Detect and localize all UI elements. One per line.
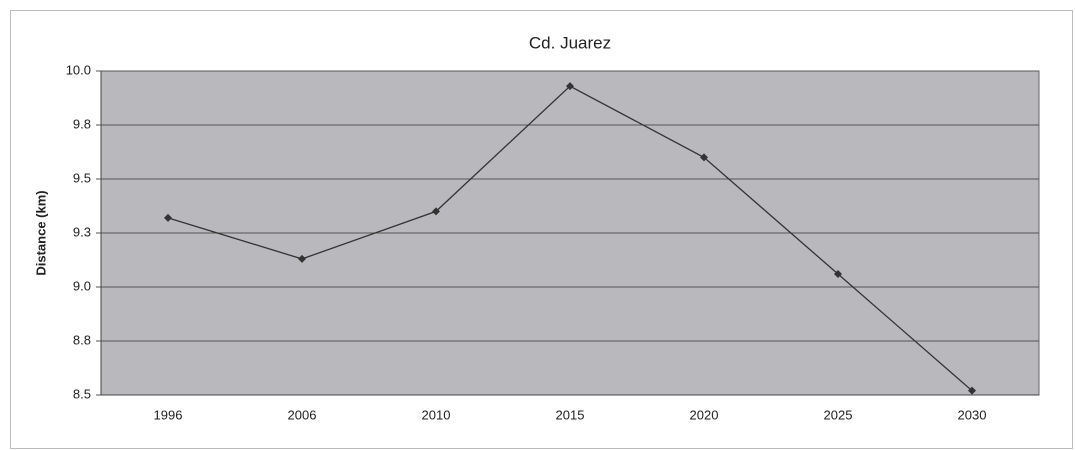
y-tick-label: 8.8 bbox=[73, 332, 91, 347]
data-point bbox=[700, 153, 708, 162]
x-tick-label: 2010 bbox=[422, 407, 451, 422]
data-point bbox=[834, 270, 842, 279]
y-tick-label: 9.5 bbox=[73, 170, 91, 185]
y-tick-label: 9.3 bbox=[73, 224, 91, 239]
data-point bbox=[566, 82, 574, 91]
data-point bbox=[298, 254, 306, 263]
y-tick-label: 8.5 bbox=[73, 386, 91, 401]
chart-title: Cd. Juarez bbox=[529, 33, 611, 52]
y-tick-label: 9.8 bbox=[73, 116, 91, 131]
y-tick-label: 10.0 bbox=[66, 62, 91, 77]
x-tick-label: 1996 bbox=[154, 407, 183, 422]
x-tick-label: 2030 bbox=[958, 407, 987, 422]
y-axis-title: Distance (km) bbox=[33, 190, 48, 275]
data-point bbox=[164, 213, 172, 222]
data-point bbox=[432, 207, 440, 216]
y-tick-label: 9.0 bbox=[73, 278, 91, 293]
data-point bbox=[968, 386, 976, 395]
x-tick-label: 2015 bbox=[556, 407, 585, 422]
x-tick-label: 2006 bbox=[288, 407, 317, 422]
x-tick-label: 2020 bbox=[690, 407, 719, 422]
x-tick-label: 2025 bbox=[824, 407, 853, 422]
